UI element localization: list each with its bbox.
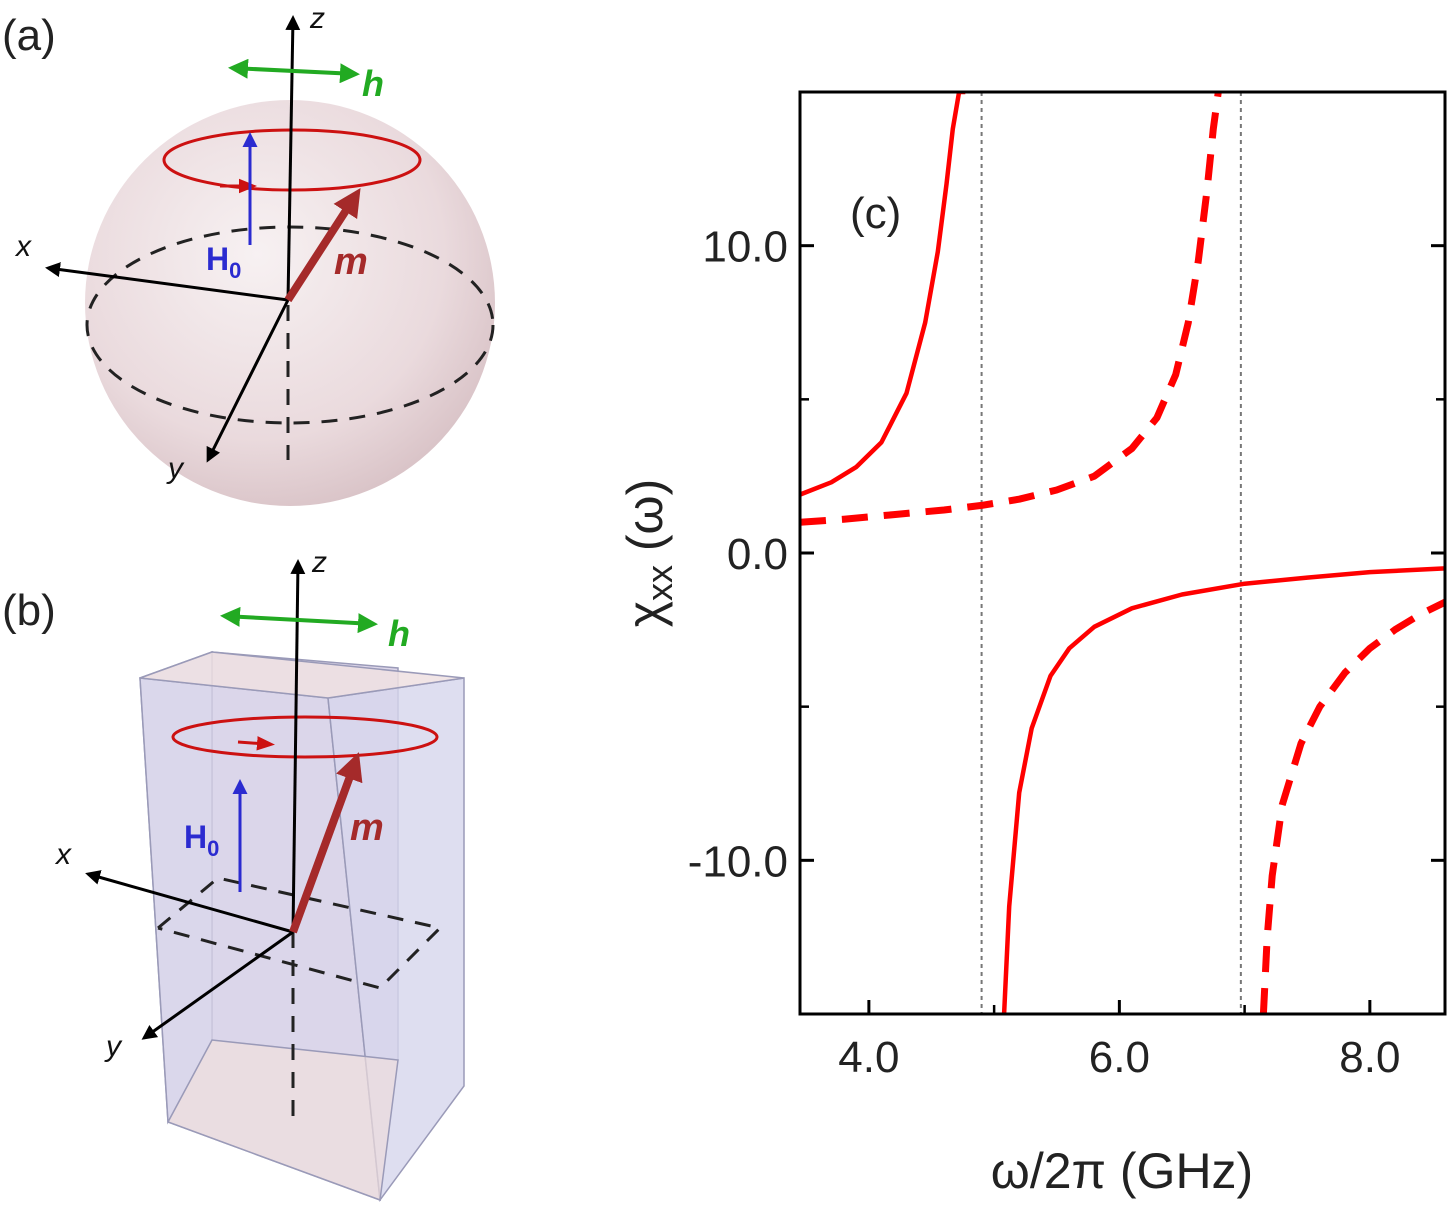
x-axis-title: ω/2π (GHz): [991, 1143, 1253, 1199]
x-axis-label-b: x: [54, 838, 72, 871]
panel-a-label: (a): [2, 11, 56, 60]
rf-field-arrow: [228, 58, 360, 84]
series-line-1-solid: [1001, 566, 1445, 1014]
chart-curves: [800, 92, 1445, 1014]
prism-top-face: [139, 651, 465, 699]
x-axis-label: x: [14, 230, 32, 263]
y-axis-label: y: [166, 452, 185, 485]
chart-panel-c: 4.0 6.0 8.0 -10.0 0.0 10.0 (c) ω/2π (GHz) χxx…: [617, 90, 1447, 1199]
x-tick-label-0: 4.0: [838, 1033, 899, 1082]
rf-field-label-b: h: [388, 613, 410, 654]
x-tick-label-2: 8.0: [1339, 1033, 1400, 1082]
z-axis-label-b: z: [311, 546, 327, 579]
series-line-0-solid: [800, 92, 966, 497]
static-field-label-b: H0: [184, 819, 219, 861]
axis-ticks: [800, 244, 1445, 1014]
y-axis: [206, 299, 290, 463]
magnetization-label: m: [334, 241, 368, 283]
z-axis-label: z: [309, 2, 325, 35]
precession-arrow-icon-b: [237, 736, 275, 751]
y-axis-label-b: y: [104, 1030, 123, 1063]
prism-bottom-face: [166, 1039, 399, 1202]
panel-a: (a) z x y h H0 m: [2, 2, 495, 506]
vertical-markers: [980, 92, 1242, 1014]
y-tick-label-0: -10.0: [688, 837, 788, 886]
x-axis-b: [85, 870, 294, 934]
x-tick-label-1: 6.0: [1089, 1033, 1150, 1082]
y-tick-label-2: 10.0: [702, 223, 788, 272]
precession-circle-b: [171, 715, 439, 759]
sphere: [85, 100, 495, 506]
y-axis-title: χxx (ω): [617, 479, 680, 627]
magnetization-arrow-b: [289, 752, 363, 934]
magnetization-arrow: [284, 187, 361, 303]
rf-field-label: h: [362, 63, 384, 104]
y-axis-b: [141, 930, 294, 1040]
y-tick-label-1: 0.0: [727, 530, 788, 579]
magnetization-label-b: m: [350, 807, 384, 849]
rf-field-arrow-b: [220, 606, 378, 634]
x-axis: [45, 262, 289, 302]
panel-b-label: (b): [2, 586, 56, 635]
panel-b: (b) z x y h H0 m: [2, 546, 465, 1203]
static-field-label: H0: [206, 241, 241, 283]
series-line-3-dashed: [1259, 599, 1445, 1014]
chart-panel-label: (c): [850, 189, 901, 238]
axis-tick-labels: 4.0 6.0 8.0 -10.0 0.0 10.0: [688, 223, 1401, 1082]
